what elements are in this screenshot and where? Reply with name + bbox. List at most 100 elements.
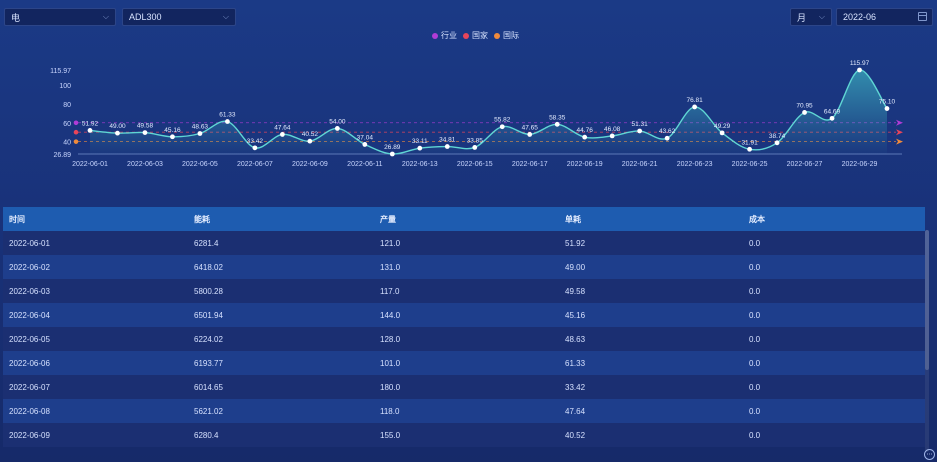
table-row[interactable]: 2022-06-01 6281.4 121.0 51.92 0.0 [3, 231, 925, 255]
cell-cost: 0.0 [749, 262, 761, 272]
calendar-icon [918, 12, 927, 21]
data-label: 51.31 [632, 121, 649, 128]
cell-time: 2022-06-01 [9, 238, 50, 248]
cell-output: 117.0 [380, 286, 400, 296]
cell-time: 2022-06-06 [9, 358, 50, 368]
table-row[interactable]: 2022-06-09 6280.4 155.0 40.52 0.0 [3, 423, 925, 447]
cell-unit-consumption: 48.63 [565, 334, 586, 344]
data-point [802, 110, 807, 115]
data-label: 49.29 [714, 123, 731, 130]
cell-consumption: 6501.94 [194, 310, 223, 320]
cell-time: 2022-06-05 [9, 334, 50, 344]
scrollbar-thumb[interactable] [925, 230, 929, 370]
col-header-output[interactable]: 产量 [380, 214, 396, 224]
cell-output: 131.0 [380, 262, 401, 272]
table-row[interactable]: 2022-06-03 5800.28 117.0 49.58 0.0 [3, 279, 925, 303]
chevron-down-icon: ⌵ [102, 12, 109, 21]
data-label: 48.63 [192, 123, 209, 130]
unit-consumption-line-chart: 115.97 100 80 60 40 26.89 51.92 49.00 49.58 45.16… [50, 60, 903, 168]
legend-marker-icon [463, 32, 469, 39]
data-point [884, 106, 890, 111]
cell-consumption: 6418.02 [194, 262, 223, 272]
cell-unit-consumption: 33.42 [565, 382, 586, 392]
data-label: 58.35 [549, 114, 566, 121]
cell-output: 155.0 [380, 430, 401, 440]
table-row[interactable]: 2022-06-08 5621.02 118.0 47.64 0.0 [3, 399, 925, 423]
data-label: 38.74 [769, 133, 786, 140]
table-row[interactable]: 2022-06-06 6193.77 101.0 61.33 0.0 [3, 351, 925, 375]
col-header-cost[interactable]: 成本 [749, 214, 765, 224]
legend-item-international[interactable]: 国际 [494, 30, 519, 41]
data-label: 76.81 [686, 97, 703, 104]
data-label: 31.91 [741, 139, 758, 146]
y-tick-label: 40 [63, 140, 71, 147]
data-label: 55.82 [494, 117, 511, 124]
data-point [774, 140, 780, 146]
legend-marker-icon [432, 32, 438, 39]
cell-unit-consumption: 49.58 [565, 286, 586, 296]
data-point [554, 121, 560, 127]
data-point [637, 128, 643, 134]
x-tick-label: 2022-06-27 [787, 161, 823, 168]
data-label: 26.89 [384, 144, 401, 151]
chevron-down-icon: ⌵ [818, 12, 825, 21]
cell-consumption: 6280.4 [194, 430, 219, 440]
cell-cost: 0.0 [749, 334, 761, 344]
data-label: 33.11 [412, 138, 428, 145]
table-body: 2022-06-01 6281.4 121.0 51.92 0.0 2022-06-02 6… [3, 231, 925, 447]
legend-label: 国家 [472, 31, 488, 40]
col-header-unit-consumption[interactable]: 单耗 [565, 214, 581, 224]
data-point [609, 133, 615, 139]
data-label: 45.16 [164, 127, 181, 134]
data-label: 54.00 [329, 118, 346, 125]
table-row[interactable]: 2022-06-05 6224.02 128.0 48.63 0.0 [3, 327, 925, 351]
period-select[interactable]: 月 ⌵ [790, 8, 832, 26]
index-value: ADL300 [129, 12, 162, 22]
data-label: 44.76 [577, 127, 594, 134]
cell-unit-consumption: 40.52 [565, 430, 586, 440]
x-tick-label: 2022-06-07 [237, 161, 273, 168]
x-tick-label: 2022-06-03 [127, 161, 163, 168]
data-label: 37.04 [357, 134, 374, 141]
table-row[interactable]: 2022-06-07 6014.65 180.0 33.42 0.0 [3, 375, 925, 399]
legend-item-industry[interactable]: 行业 [432, 30, 457, 41]
index-select[interactable]: ADL300 ⌵ [122, 8, 236, 26]
table-row[interactable]: 2022-06-04 6501.94 144.0 45.16 0.0 [3, 303, 925, 327]
period-value: 月 [797, 12, 807, 23]
data-label: 47.64 [274, 124, 291, 131]
energy-type-select[interactable]: 电 ⌵ [4, 8, 116, 26]
col-header-time[interactable]: 时间 [9, 214, 25, 224]
cell-output: 180.0 [380, 382, 401, 392]
data-point [307, 138, 313, 144]
table-row[interactable]: 2022-06-02 6418.02 131.0 49.00 0.0 [3, 255, 925, 279]
cell-consumption: 5800.28 [194, 286, 223, 296]
x-tick-label: 2022-06-01 [72, 161, 108, 168]
data-label: 49.00 [109, 123, 126, 130]
reference-line-start-marker [73, 139, 79, 144]
y-tick-label: 60 [63, 121, 71, 128]
data-label: 33.42 [247, 138, 264, 145]
cell-unit-consumption: 47.64 [565, 406, 586, 416]
more-icon[interactable]: ⋯ [924, 449, 935, 460]
data-point [664, 135, 670, 141]
reference-line-arrow-icon [896, 138, 903, 145]
table-scrollbar[interactable] [925, 230, 929, 452]
table-header: 时间 能耗 产量 单耗 成本 [3, 207, 925, 231]
x-tick-label: 2022-06-29 [842, 161, 878, 168]
data-point [197, 131, 203, 136]
col-header-consumption[interactable]: 能耗 [194, 214, 210, 224]
data-point [527, 132, 533, 137]
cell-unit-consumption: 49.00 [565, 262, 586, 272]
date-picker[interactable]: 2022-06 [836, 8, 933, 26]
legend-item-national[interactable]: 国家 [463, 30, 488, 41]
data-label: 61.33 [219, 112, 236, 119]
data-point [472, 145, 478, 150]
cell-cost: 0.0 [749, 286, 761, 296]
x-tick-label: 2022-06-19 [567, 161, 603, 168]
cell-time: 2022-06-02 [9, 262, 50, 272]
cell-cost: 0.0 [749, 406, 761, 416]
data-label: 43.62 [659, 128, 676, 135]
data-point [499, 124, 505, 130]
chart-legend: 行业 国家 国际 [432, 30, 519, 41]
cell-consumption: 6224.02 [194, 334, 223, 344]
